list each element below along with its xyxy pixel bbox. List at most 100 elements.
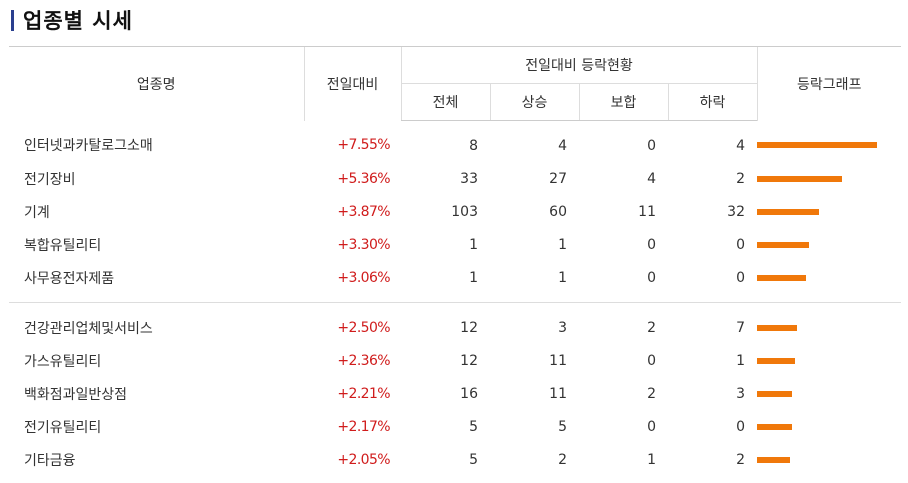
change-rate: +2.17% — [337, 418, 390, 435]
up-count: 11 — [549, 385, 567, 402]
sector-table: 업종명 전일대비 전일대비 등락현황 등락그래프 전체 상승 보합 하락 인터넷… — [9, 46, 901, 476]
change-graph — [757, 121, 901, 163]
page-header: 업종별 시세 — [11, 7, 133, 33]
flat-count: 0 — [647, 418, 656, 435]
flat-count: 4 — [647, 170, 656, 187]
change-bar — [757, 274, 806, 281]
change-bar — [757, 142, 877, 149]
change-rate: +2.21% — [337, 385, 390, 402]
change-bar — [757, 357, 795, 364]
col-header-name[interactable]: 업종명 — [9, 46, 304, 121]
total-count: 103 — [451, 203, 478, 220]
table-header: 업종명 전일대비 전일대비 등락현황 등락그래프 전체 상승 보합 하락 — [9, 46, 901, 121]
sector-name-link[interactable]: 건강관리업체및서비스 — [24, 320, 153, 337]
total-count: 16 — [460, 385, 478, 402]
table-row[interactable]: 백화점과일반상점 +2.21% 16 11 2 3 — [9, 377, 901, 410]
table-row[interactable]: 기타금융 +2.05% 5 2 1 2 — [9, 443, 901, 476]
col-header-total[interactable]: 전체 — [400, 83, 490, 121]
flat-count: 0 — [647, 137, 656, 154]
col-header-down[interactable]: 하락 — [667, 83, 757, 121]
up-count: 60 — [549, 203, 567, 220]
total-count: 12 — [460, 319, 478, 336]
table-body: 인터넷과카탈로그소매 +7.55% 8 4 0 4 전기장비 +5.36% 33 27 4 2 기계 +3… — [9, 121, 901, 477]
total-count: 33 — [460, 170, 478, 187]
down-count: 2 — [736, 170, 745, 187]
change-graph — [757, 344, 901, 377]
total-count: 5 — [469, 451, 478, 468]
col-header-rate[interactable]: 전일대비 — [303, 46, 401, 121]
up-count: 5 — [558, 418, 567, 435]
sector-name-link[interactable]: 전기유틸리티 — [24, 419, 102, 436]
total-count: 12 — [460, 352, 478, 369]
group-separator — [9, 302, 901, 303]
sector-name-link[interactable]: 기타금융 — [24, 452, 76, 469]
page-title: 업종별 시세 — [23, 9, 133, 33]
up-count: 2 — [558, 451, 567, 468]
flat-count: 2 — [647, 385, 656, 402]
up-count: 11 — [549, 352, 567, 369]
up-count: 3 — [558, 319, 567, 336]
change-rate: +2.50% — [337, 319, 390, 336]
col-header-up[interactable]: 상승 — [489, 83, 579, 121]
total-count: 1 — [469, 269, 478, 286]
up-count: 1 — [558, 236, 567, 253]
down-count: 1 — [736, 352, 745, 369]
down-count: 4 — [736, 137, 745, 154]
table-row[interactable]: 기계 +3.87% 103 60 11 32 — [9, 195, 901, 228]
title-accent-bar — [11, 9, 14, 31]
down-count: 0 — [736, 269, 745, 286]
change-graph — [757, 303, 901, 344]
table-row[interactable]: 전기유틸리티 +2.17% 5 5 0 0 — [9, 410, 901, 443]
group-gap — [9, 294, 901, 302]
change-rate: +2.36% — [337, 352, 390, 369]
table-row[interactable]: 전기장비 +5.36% 33 27 4 2 — [9, 162, 901, 195]
sector-name-link[interactable]: 복합유틸리티 — [24, 237, 102, 254]
change-graph — [757, 443, 901, 476]
sector-name-link[interactable]: 백화점과일반상점 — [24, 386, 128, 403]
change-bar — [757, 456, 790, 463]
flat-count: 0 — [647, 269, 656, 286]
flat-count: 0 — [647, 236, 656, 253]
down-count: 2 — [736, 451, 745, 468]
change-bar — [757, 208, 819, 215]
col-header-status-group: 전일대비 등락현황 — [400, 46, 757, 84]
change-bar — [757, 241, 809, 248]
change-bar — [757, 324, 797, 331]
total-count: 8 — [469, 137, 478, 154]
change-graph — [757, 162, 901, 195]
col-header-flat[interactable]: 보합 — [578, 83, 668, 121]
sector-name-link[interactable]: 가스유틸리티 — [24, 353, 102, 370]
table-row[interactable]: 건강관리업체및서비스 +2.50% 12 3 2 7 — [9, 303, 901, 344]
change-graph — [757, 410, 901, 443]
total-count: 1 — [469, 236, 478, 253]
flat-count: 11 — [638, 203, 656, 220]
sector-name-link[interactable]: 기계 — [24, 204, 50, 221]
change-rate: +3.87% — [337, 203, 390, 220]
change-bar — [757, 423, 792, 430]
change-bar — [757, 390, 792, 397]
change-graph — [757, 377, 901, 410]
change-graph — [757, 228, 901, 261]
table-row[interactable]: 사무용전자제품 +3.06% 1 1 0 0 — [9, 261, 901, 294]
table-row[interactable]: 인터넷과카탈로그소매 +7.55% 8 4 0 4 — [9, 121, 901, 163]
table-row[interactable]: 복합유틸리티 +3.30% 1 1 0 0 — [9, 228, 901, 261]
up-count: 1 — [558, 269, 567, 286]
sector-name-link[interactable]: 전기장비 — [24, 171, 76, 188]
sector-name-link[interactable]: 사무용전자제품 — [24, 270, 115, 287]
change-rate: +7.55% — [337, 137, 390, 154]
change-rate: +2.05% — [337, 451, 390, 468]
down-count: 0 — [736, 418, 745, 435]
col-header-graph: 등락그래프 — [756, 46, 901, 121]
flat-count: 1 — [647, 451, 656, 468]
table-row[interactable]: 가스유틸리티 +2.36% 12 11 0 1 — [9, 344, 901, 377]
sector-name-link[interactable]: 인터넷과카탈로그소매 — [24, 138, 153, 155]
down-count: 32 — [727, 203, 745, 220]
total-count: 5 — [469, 418, 478, 435]
change-graph — [757, 261, 901, 294]
down-count: 7 — [736, 319, 745, 336]
change-rate: +3.30% — [337, 236, 390, 253]
change-graph — [757, 195, 901, 228]
down-count: 3 — [736, 385, 745, 402]
flat-count: 2 — [647, 319, 656, 336]
down-count: 0 — [736, 236, 745, 253]
